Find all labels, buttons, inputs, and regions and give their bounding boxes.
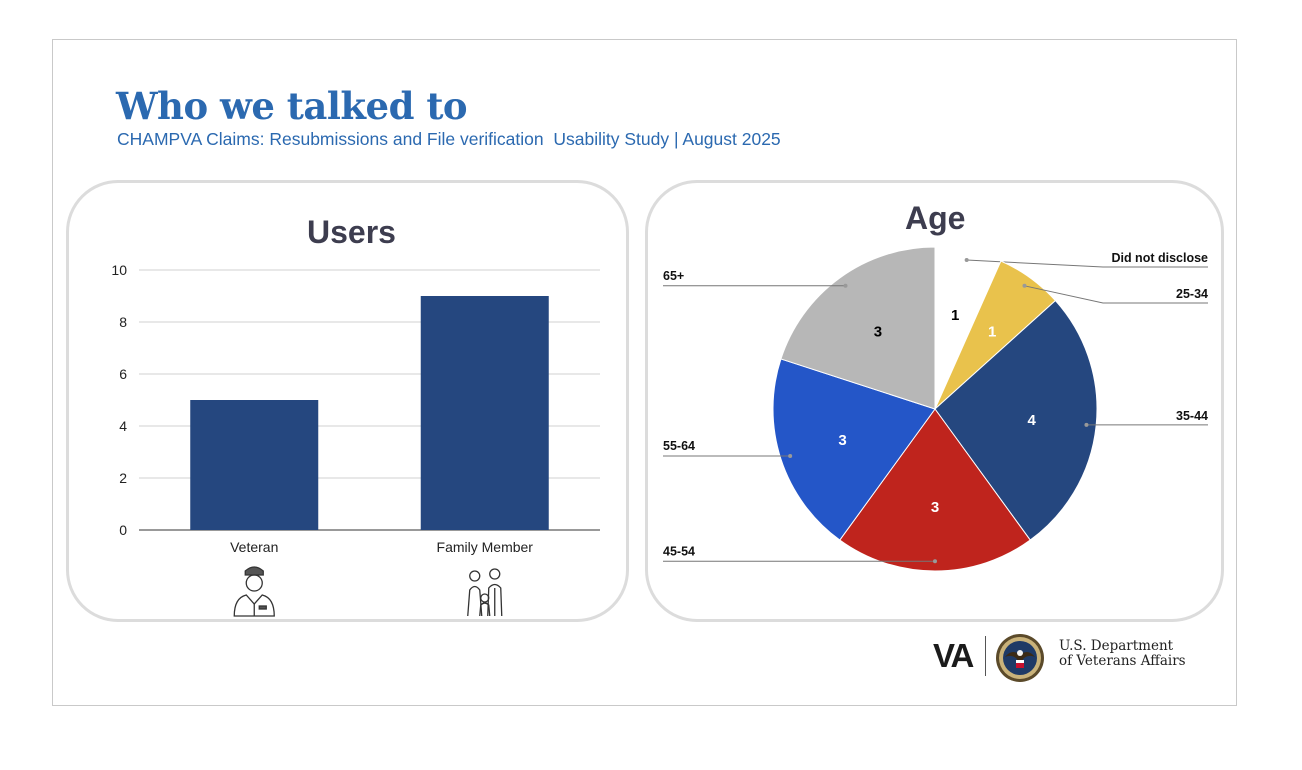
x-tick-label: Veteran	[230, 539, 278, 555]
family-head-shape	[489, 568, 501, 580]
veteran-cap-shape	[244, 566, 264, 576]
leader-line	[1024, 285, 1208, 304]
slice-value-label: 3	[874, 323, 882, 340]
leader-line	[966, 259, 1208, 268]
va-seal-icon	[996, 634, 1044, 682]
slice-value-label: 1	[988, 323, 996, 340]
leader-dot	[1084, 422, 1089, 427]
department-line-2: of Veterans Affairs	[1059, 653, 1186, 669]
slice-category-label: 65+	[663, 269, 684, 283]
y-tick-label: 6	[119, 366, 127, 382]
leader-dot	[964, 258, 969, 263]
page-title: Who we talked to	[116, 84, 468, 128]
y-tick-label: 8	[119, 314, 127, 330]
x-tick-label: Family Member	[437, 539, 534, 555]
veteran-badge-shape	[258, 605, 267, 610]
pie-slice	[934, 299, 1098, 541]
logo-divider	[985, 636, 986, 676]
slice-value-label: 4	[1027, 412, 1036, 429]
leader-dot	[843, 283, 848, 288]
slice-category-label: 35-44	[1176, 409, 1208, 423]
users-chart-panel: Users 0 2 4 6 8 10 Veteran Family Member	[66, 180, 629, 622]
slice-category-label: Did not disclose	[1111, 251, 1208, 265]
y-tick-label: 0	[119, 522, 127, 538]
slice-category-label: 55-64	[663, 439, 695, 453]
family-body-shape	[487, 583, 503, 617]
department-line-1: U.S. Department	[1059, 638, 1174, 654]
y-tick-label: 4	[119, 418, 127, 434]
age-pie-chart: 1 Did not disclose 1 25-34 4 35-44 3 45-54 3 55-6…	[663, 246, 1208, 572]
family-child-head-shape	[480, 593, 490, 603]
users-chart-title: Users	[307, 214, 396, 250]
slice-value-label: 1	[951, 307, 959, 324]
age-chart-title: Age	[905, 200, 966, 236]
age-chart-panel: Age 1 Did not disclose 1 25-34 4 35-44 3 45-54 3…	[645, 180, 1224, 622]
family-icon	[467, 568, 503, 617]
veteran-body-shape	[233, 594, 275, 617]
y-tick-label: 2	[119, 470, 127, 486]
family-child-body-shape	[479, 602, 491, 617]
users-bar-chart: 0 2 4 6 8 10 Veteran Family Member	[111, 262, 600, 617]
pie-slice	[780, 246, 936, 410]
pie-slice	[772, 358, 936, 541]
leader-dot	[1022, 283, 1027, 288]
slice-category-label: 25-34	[1176, 287, 1208, 301]
leader-dot	[933, 559, 937, 564]
veteran-head-shape	[245, 574, 263, 592]
leader-dot	[788, 454, 793, 459]
page-subtitle: CHAMPVA Claims: Resubmissions and File v…	[117, 129, 781, 149]
slice-value-label: 3	[838, 432, 846, 449]
family-head-shape	[469, 570, 481, 582]
veteran-icon	[233, 566, 275, 617]
va-wordmark: VA	[933, 637, 974, 674]
slide: Who we talked to CHAMPVA Claims: Resubmi…	[52, 39, 1237, 706]
slice-category-label: 45-54	[663, 544, 695, 558]
department-name: U.S. Department of Veterans Affairs	[1059, 639, 1259, 669]
slice-value-label: 3	[931, 499, 939, 516]
bar	[190, 400, 319, 530]
y-tick-label: 10	[111, 262, 127, 278]
family-body-shape	[467, 585, 483, 617]
bar	[420, 296, 549, 530]
pie-slice	[839, 408, 1031, 572]
